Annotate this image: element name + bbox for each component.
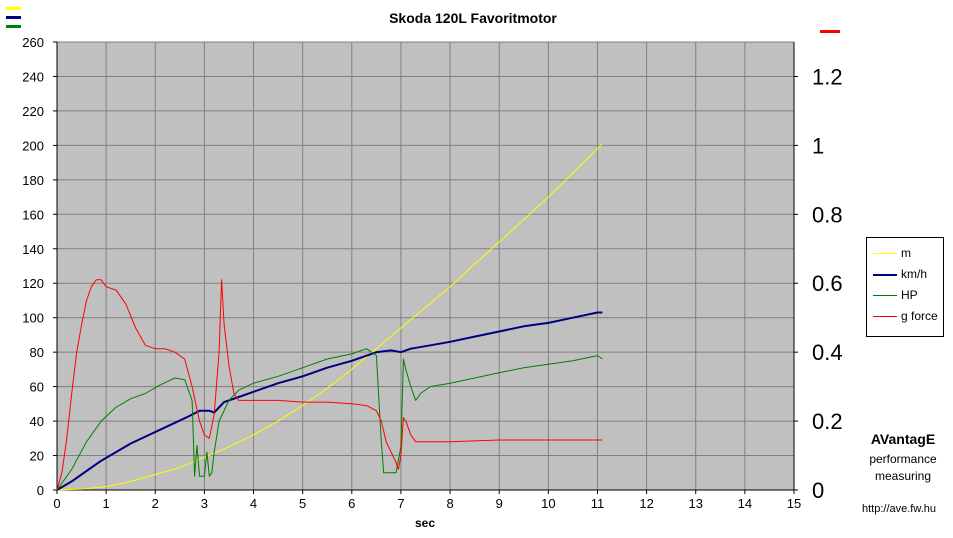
- left-axis-key-green: [6, 25, 21, 28]
- legend-label: g force: [901, 309, 938, 323]
- x-tick-label: 11: [591, 496, 605, 511]
- chart-title: Skoda 120L Favoritmotor: [389, 10, 557, 26]
- x-tick-label: 14: [738, 496, 752, 511]
- legend-item: HP: [867, 286, 943, 307]
- axes: [56, 42, 795, 491]
- legend-swatch: [873, 316, 897, 317]
- right-tick-label: 0: [812, 478, 824, 503]
- left-tick-label: 60: [30, 380, 44, 395]
- left-tick-label: 80: [30, 345, 44, 360]
- x-tick-label: 3: [201, 496, 208, 511]
- right-tick-label: 0.4: [812, 340, 843, 365]
- series-line-hp: [56, 348, 603, 491]
- legend-item: km/h: [867, 265, 943, 286]
- legend-label: km/h: [901, 267, 928, 281]
- right-tick-label: 0.6: [812, 271, 843, 296]
- legend-item: g force: [867, 307, 943, 328]
- left-tick-label: 180: [22, 173, 44, 188]
- x-tick-label: 9: [496, 496, 503, 511]
- x-tick-label: 10: [541, 496, 555, 511]
- left-tick-label: 40: [30, 414, 44, 429]
- brand-tagline-2: measuring: [874, 469, 932, 483]
- left-tick-label: 140: [22, 242, 44, 257]
- brand-tagline-1: performance: [869, 452, 937, 466]
- legend-swatch: [873, 295, 897, 296]
- left-tick-label: 0: [37, 483, 44, 498]
- legend-label: m: [901, 246, 911, 260]
- left-axis-key-yellow: [6, 7, 21, 10]
- left-tick-label: 240: [22, 69, 44, 84]
- legend-swatch: [873, 253, 897, 254]
- left-tick-label: 160: [22, 207, 44, 222]
- x-tick-label: 12: [639, 496, 653, 511]
- legend-swatch: [873, 274, 897, 276]
- brand-name: AVantagE: [870, 431, 936, 447]
- grid-lines: [56, 41, 795, 491]
- series-line-m: [56, 143, 603, 491]
- right-tick-label: 0.2: [812, 409, 843, 434]
- left-tick-label: 100: [22, 311, 44, 326]
- x-tick-label: 15: [787, 496, 801, 511]
- x-tick-label: 5: [299, 496, 306, 511]
- x-tick-label: 8: [446, 496, 453, 511]
- plot-area: [57, 42, 794, 490]
- series-line-g-force: [56, 279, 603, 491]
- x-axis-label: sec: [415, 516, 435, 530]
- right-tick-label: 1.2: [812, 64, 843, 89]
- x-axis-ticks: 0 1 2 3 4 5 6 7 8 9 10 11 12 13 14 15: [53, 490, 801, 511]
- left-axis-key-navy: [6, 16, 21, 19]
- x-tick-label: 7: [397, 496, 404, 511]
- left-axis-ticks: 0 20 40 60 80 100 120 140 160 180 200 220 240 260: [22, 35, 57, 498]
- right-tick-label: 1: [812, 133, 824, 158]
- series-line-km-h: [56, 311, 603, 491]
- left-tick-label: 220: [22, 104, 44, 119]
- legend: m km/h HP g force: [866, 237, 944, 337]
- x-tick-label: 13: [688, 496, 702, 511]
- legend-item: m: [867, 244, 943, 265]
- x-tick-label: 1: [103, 496, 110, 511]
- legend-label: HP: [901, 288, 918, 302]
- left-tick-label: 120: [22, 276, 44, 291]
- left-tick-label: 200: [22, 138, 44, 153]
- right-tick-label: 0.8: [812, 202, 843, 227]
- x-tick-label: 6: [348, 496, 355, 511]
- left-tick-label: 260: [22, 35, 44, 50]
- right-axis-key-red: [820, 30, 840, 33]
- x-tick-label: 4: [250, 496, 257, 511]
- left-tick-label: 20: [30, 449, 44, 464]
- brand-url[interactable]: http://ave.fw.hu: [862, 503, 936, 515]
- x-tick-label: 2: [152, 496, 159, 511]
- right-axis-ticks: 0 0.2 0.4 0.6 0.8 1 1.2: [794, 64, 843, 503]
- series-group: [56, 143, 603, 491]
- x-tick-label: 0: [53, 496, 60, 511]
